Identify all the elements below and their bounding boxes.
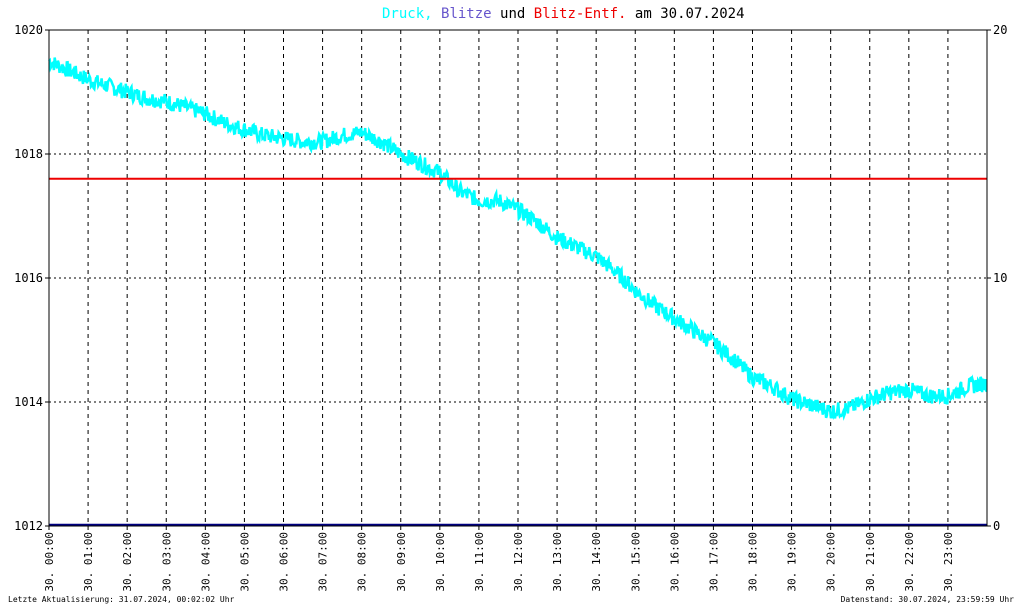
x-tick-label: 30. 23:00 <box>942 532 955 592</box>
x-tick-label: 30. 08:00 <box>356 532 369 592</box>
y-left-tick-label: 1020 <box>14 23 43 37</box>
x-tick-label: 30. 19:00 <box>786 532 799 592</box>
x-tick-label: 30. 17:00 <box>707 532 720 592</box>
x-tick-label: 30. 12:00 <box>512 532 525 592</box>
last-update-text: Letzte Aktualisierung: 31.07.2024, 00:02… <box>8 595 235 604</box>
title-blitze: Blitze <box>441 6 492 22</box>
x-tick-label: 30. 13:00 <box>551 532 564 592</box>
title-date: am 30.07.2024 <box>635 6 745 22</box>
pressure-line <box>48 57 988 421</box>
x-tick-label: 30. 01:00 <box>82 532 95 592</box>
y-right-tick-label: 10 <box>993 271 1007 285</box>
x-tick-label: 30. 11:00 <box>473 532 486 592</box>
title-und: und <box>500 6 525 22</box>
x-tick-label: 30. 04:00 <box>199 532 212 592</box>
x-tick-label: 30. 03:00 <box>160 532 173 592</box>
x-tick-label: 30. 21:00 <box>864 532 877 592</box>
y-right-tick-label: 0 <box>993 519 1000 533</box>
series-layer <box>48 57 988 527</box>
chart-title: Druck, Blitze und Blitz-Entf. am 30.07.2… <box>382 6 745 22</box>
x-axis: 30. 00:00 30. 01:00 30. 02:00 30. 03:00 30. … <box>43 526 955 592</box>
x-tick-label: 30. 09:00 <box>395 532 408 592</box>
x-tick-label: 30. 16:00 <box>668 532 681 592</box>
y-left-tick-label: 1012 <box>14 519 43 533</box>
y-left-tick-label: 1014 <box>14 395 43 409</box>
x-tick-label: 30. 14:00 <box>590 532 603 592</box>
y-axis-left: 1012 1014 1016 1018 1020 <box>14 23 49 533</box>
data-status-text: Datenstand: 30.07.2024, 23:59:59 Uhr <box>840 595 1014 604</box>
x-tick-label: 30. 22:00 <box>903 532 916 592</box>
x-tick-label: 30. 00:00 <box>43 532 56 592</box>
y-left-tick-label: 1018 <box>14 147 43 161</box>
title-blitz-entf: Blitz-Entf. <box>534 6 627 22</box>
y-axis-right: 0 10 20 <box>987 23 1007 533</box>
x-tick-label: 30. 07:00 <box>317 532 330 592</box>
x-tick-label: 30. 10:00 <box>434 532 447 592</box>
y-left-tick-label: 1016 <box>14 271 43 285</box>
y-right-tick-label: 20 <box>993 23 1007 37</box>
x-tick-label: 30. 06:00 <box>278 532 291 592</box>
x-tick-label: 30. 18:00 <box>747 532 760 592</box>
x-tick-label: 30. 05:00 <box>238 532 251 592</box>
x-tick-label: 30. 20:00 <box>825 532 838 592</box>
x-tick-label: 30. 02:00 <box>121 532 134 592</box>
x-tick-label: 30. 15:00 <box>629 532 642 592</box>
title-druck: Druck, <box>382 6 433 22</box>
grid <box>49 30 987 526</box>
